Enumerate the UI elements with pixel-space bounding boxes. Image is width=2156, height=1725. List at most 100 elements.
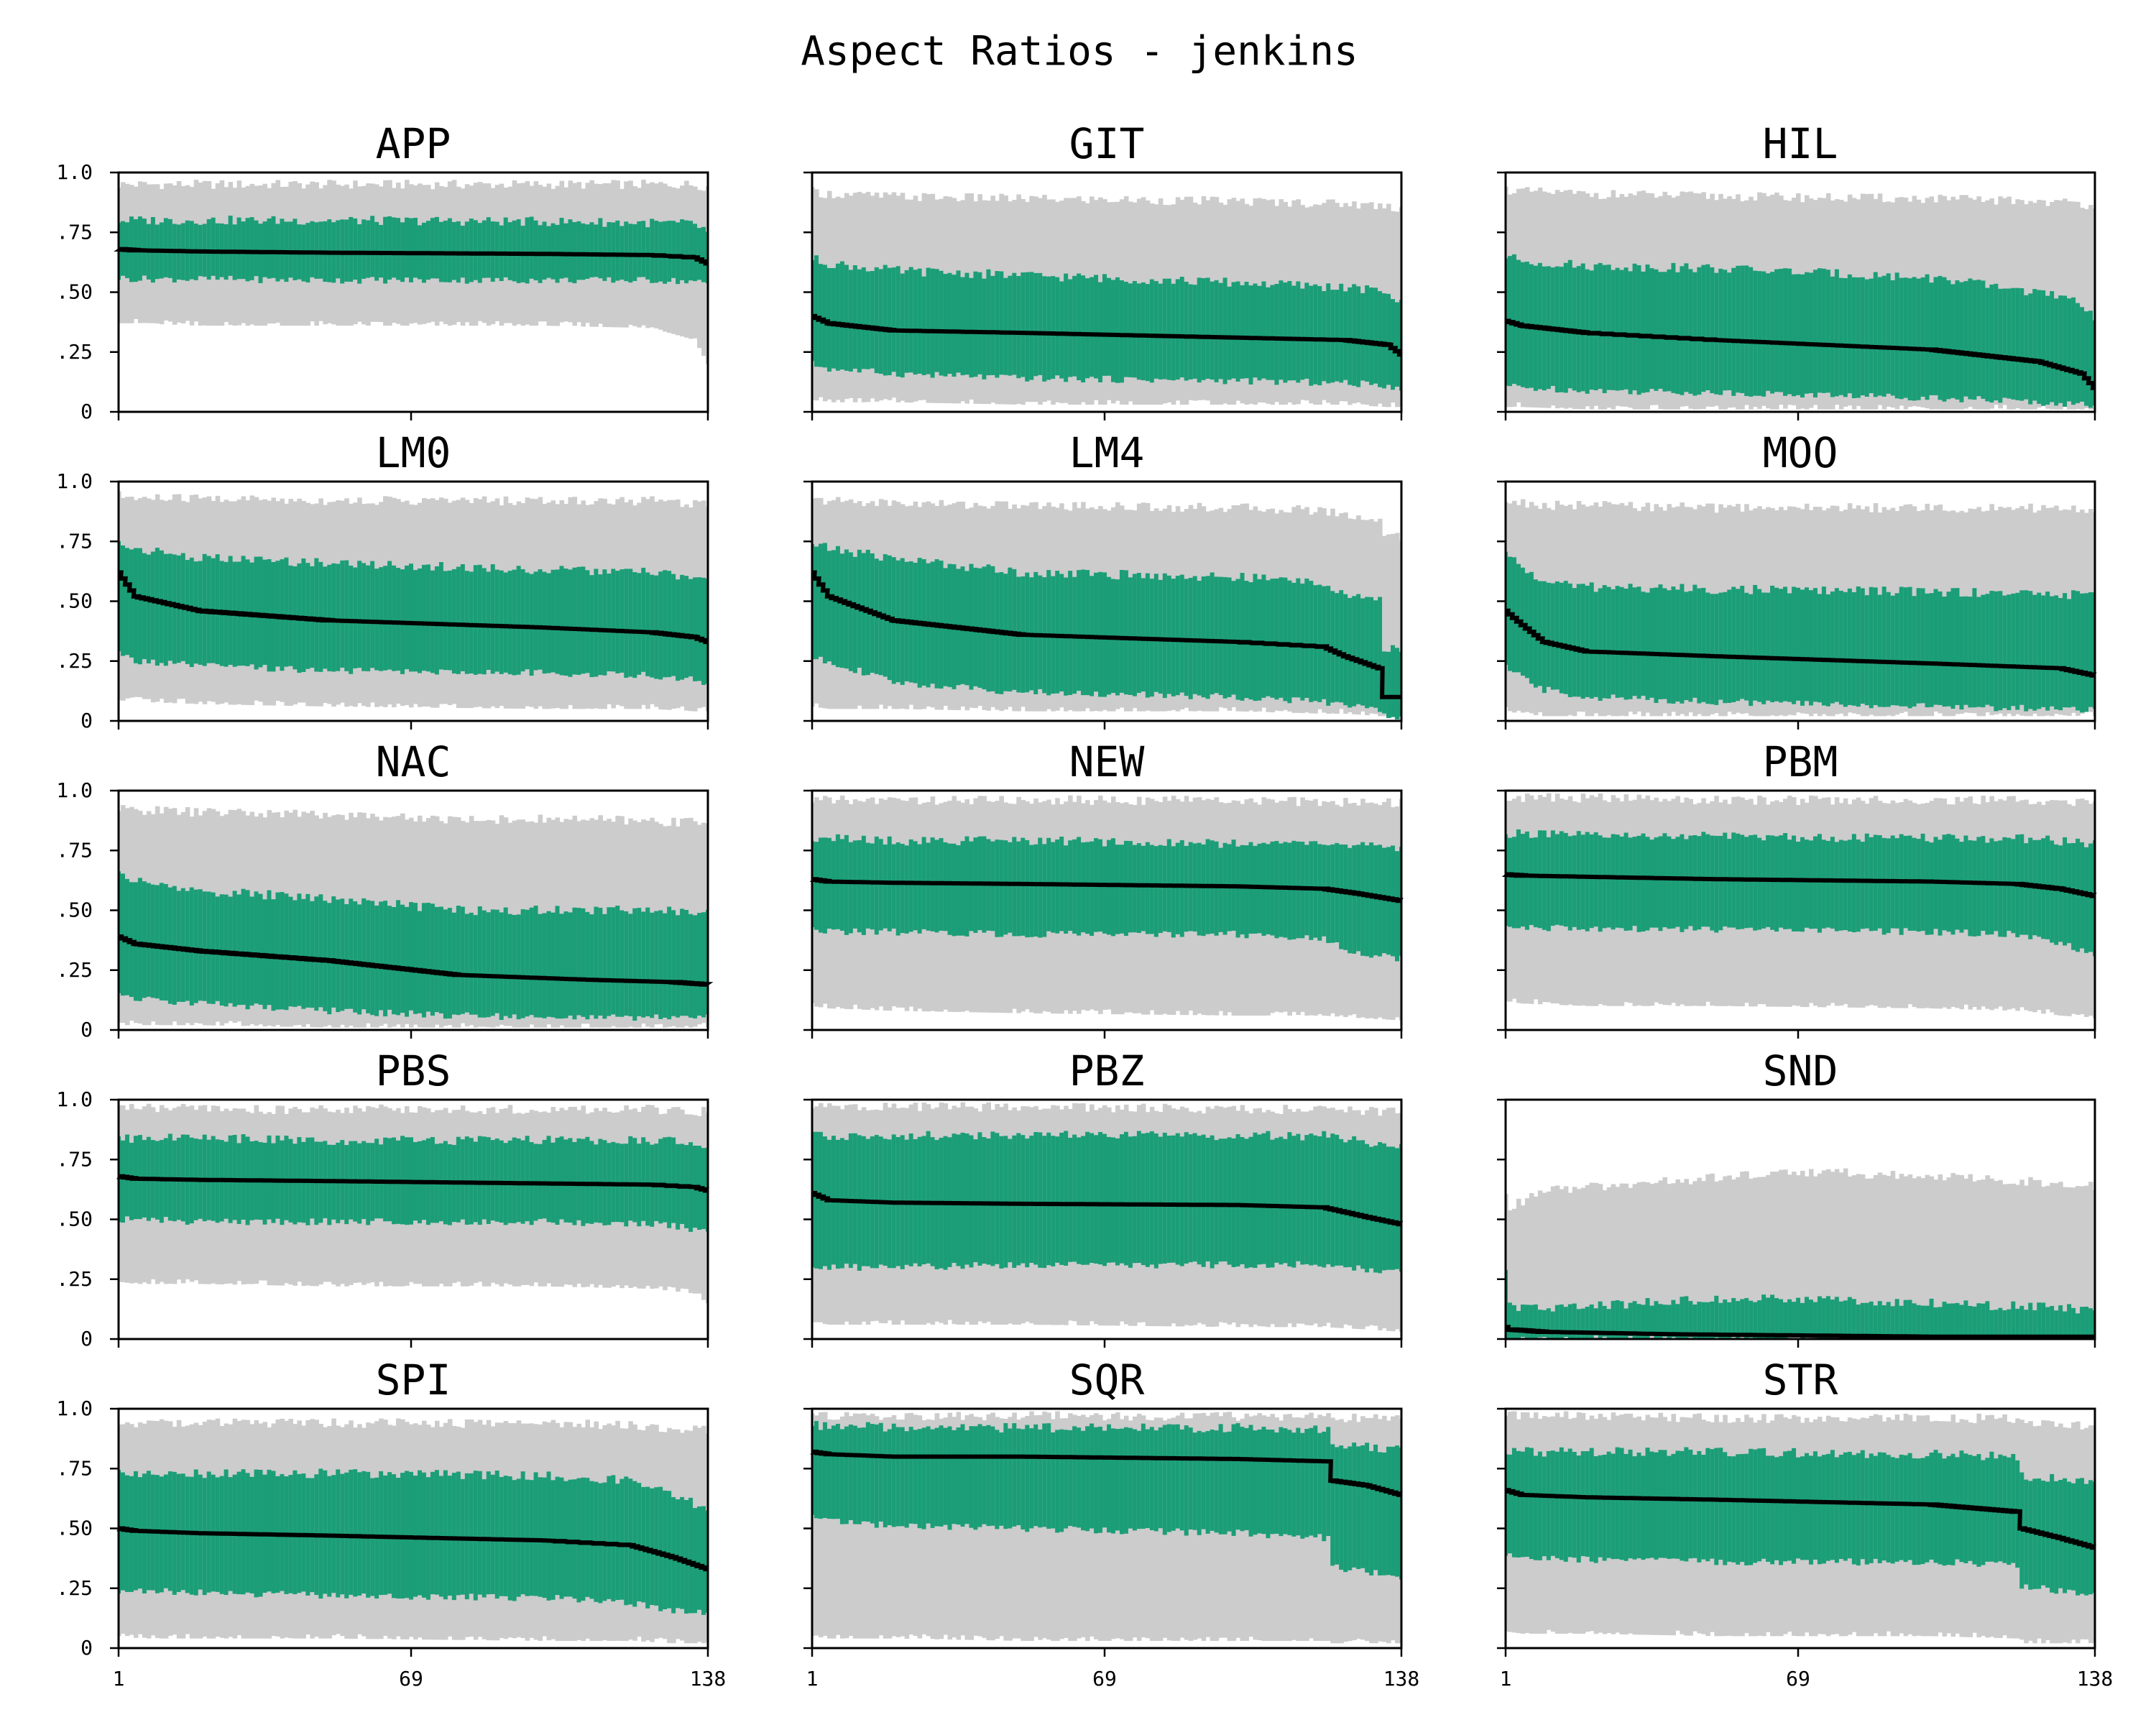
inner-band-bar — [249, 896, 255, 1006]
inner-band-bar — [275, 1135, 281, 1219]
outer-band-bar — [2019, 1179, 2024, 1339]
inner-band-bar — [1808, 1300, 1814, 1336]
inner-band-bar — [956, 270, 962, 373]
inner-band-bar — [409, 902, 414, 1011]
inner-band-bar — [1107, 1136, 1112, 1263]
inner-band-bar — [516, 219, 522, 283]
inner-band-bar — [507, 914, 513, 1018]
outer-band-bar — [883, 1417, 888, 1639]
outer-band-bar — [1817, 1173, 1823, 1339]
inner-band-bar — [1912, 837, 1917, 931]
inner-band-bar — [1554, 1451, 1560, 1558]
inner-band-bar — [494, 1138, 500, 1222]
inner-band-bar — [193, 889, 199, 1003]
inner-band-bar — [413, 218, 418, 278]
outer-band-bar — [1766, 1174, 1771, 1339]
inner-band-bar — [486, 912, 492, 1018]
inner-band-bar — [460, 906, 466, 1014]
outer-band-bar — [1800, 1170, 1805, 1339]
inner-band-bar — [835, 263, 841, 371]
inner-band-bar — [1395, 1148, 1400, 1269]
inner-band-bar — [684, 1499, 689, 1614]
median-line — [810, 877, 1404, 903]
inner-band-bar — [688, 221, 694, 281]
inner-band-bar — [895, 266, 901, 377]
inner-band-bar — [318, 221, 323, 279]
inner-band-bar — [572, 907, 578, 1020]
inner-band-bar — [344, 219, 349, 282]
inner-band-bar — [383, 1137, 388, 1222]
inner-band-bar — [1287, 580, 1292, 704]
outer-band-bar — [1658, 1180, 1664, 1339]
inner-band-bar — [516, 566, 522, 675]
inner-band-bar — [1201, 576, 1207, 698]
inner-band-bar — [1770, 1294, 1775, 1339]
inner-band-bar — [1227, 1137, 1233, 1265]
inner-band-bar — [1602, 264, 1608, 393]
outer-band-bar — [1662, 1177, 1668, 1339]
inner-band-bar — [405, 1471, 410, 1598]
inner-band-bar — [1821, 268, 1827, 393]
inner-band-bar — [1834, 588, 1840, 702]
inner-band-bar — [999, 840, 1004, 937]
inner-band-bar — [852, 1425, 858, 1524]
inner-band-bar — [185, 560, 190, 664]
inner-band-bar — [1838, 277, 1844, 395]
inner-band-bar — [1038, 575, 1043, 689]
inner-band-bar — [1593, 832, 1599, 927]
inner-band-bar — [1946, 1455, 1952, 1565]
inner-band-bar — [900, 844, 906, 934]
inner-band-bar — [236, 1143, 242, 1224]
inner-band-bar — [676, 222, 681, 285]
inner-band-bar — [1033, 1132, 1038, 1265]
outer-band-bar — [1920, 1178, 1926, 1337]
inner-band-bar — [1012, 569, 1017, 690]
inner-band-bar — [1188, 284, 1194, 380]
inner-band-bar — [814, 255, 819, 367]
inner-band-bar — [1680, 266, 1685, 395]
median-line — [810, 1449, 1403, 1497]
inner-band-bar — [405, 565, 410, 670]
inner-band-bar — [1175, 842, 1181, 934]
inner-band-bar — [844, 264, 849, 371]
outer-band-bar — [839, 1416, 845, 1639]
inner-band-bar — [542, 1139, 548, 1219]
inner-band-bar — [262, 559, 268, 666]
inner-band-bar — [990, 566, 995, 691]
inner-band-bar — [1352, 284, 1357, 386]
inner-band-bar — [1727, 839, 1732, 928]
inner-band-bar — [1283, 577, 1288, 702]
inner-band-bar — [336, 220, 341, 279]
inner-band-bar — [1998, 840, 2003, 937]
inner-band-bar — [1214, 841, 1220, 936]
inner-band-bar — [1671, 586, 1677, 704]
inner-band-bar — [1942, 597, 1948, 707]
inner-band-bar — [680, 219, 685, 280]
inner-band-bar — [1089, 277, 1095, 377]
inner-band-bar — [314, 896, 319, 1011]
inner-band-bar — [1352, 1443, 1357, 1568]
inner-band-bar — [1339, 590, 1344, 703]
y-tick-label: .25 — [56, 340, 93, 364]
inner-band-bar — [1356, 286, 1361, 387]
inner-band-bar — [904, 270, 910, 373]
inner-band-bar — [1972, 588, 1978, 708]
inner-band-bar — [822, 543, 828, 664]
inner-band-bar — [671, 221, 676, 278]
outer-band-bar — [1585, 1184, 1590, 1339]
inner-band-bar — [1662, 1305, 1668, 1337]
inner-band-bar — [1175, 1424, 1181, 1529]
outer-band-bar — [2024, 1185, 2029, 1339]
inner-band-bar — [964, 272, 970, 375]
inner-band-bar — [1554, 581, 1560, 690]
inner-band-bar — [1266, 1131, 1271, 1268]
inner-band-bar — [585, 224, 591, 279]
inner-band-bar — [1838, 1454, 1844, 1560]
inner-band-bar — [1300, 583, 1305, 701]
inner-band-bar — [469, 912, 474, 1015]
inner-band-bar — [1602, 585, 1608, 699]
inner-band-bar — [1382, 1452, 1387, 1576]
inner-band-bar — [2084, 1306, 2089, 1338]
inner-band-bar — [632, 1138, 637, 1223]
inner-band-bar — [1309, 1427, 1314, 1536]
